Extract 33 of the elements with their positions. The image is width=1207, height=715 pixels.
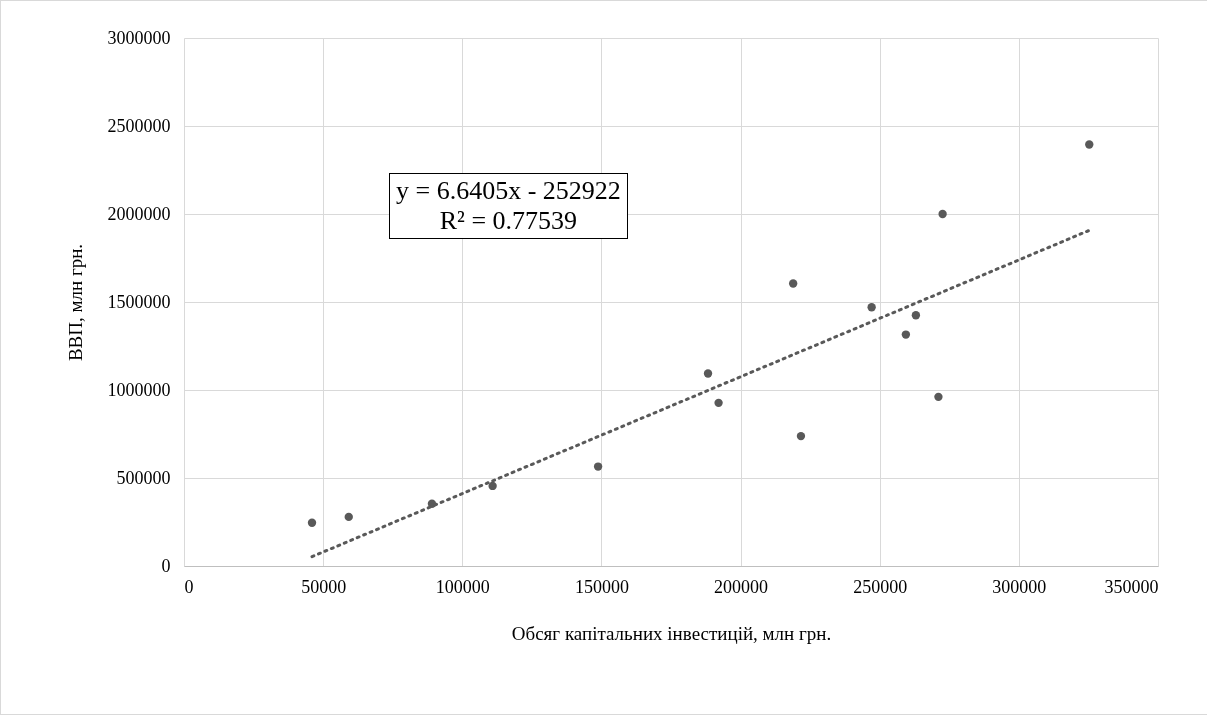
y-tick-label: 3000000 — [107, 27, 171, 48]
y-tick-label: 500000 — [116, 467, 171, 488]
y-axis-title: ВВП, млн грн. — [64, 243, 86, 362]
y-tick-label: 1000000 — [107, 379, 171, 400]
point — [938, 209, 947, 219]
point — [911, 311, 921, 320]
x-tick-label: 250000 — [853, 576, 908, 597]
point — [934, 392, 943, 402]
x-tick-label: 0 — [184, 576, 194, 597]
x-tick-label: 350000 — [1104, 576, 1159, 597]
point — [307, 518, 317, 527]
point — [714, 398, 723, 408]
y-tick-label: 0 — [161, 555, 171, 576]
x-axis-title: Обсяг капітальних інвестицій, млн грн. — [511, 622, 832, 644]
point — [593, 462, 603, 471]
point — [867, 303, 876, 312]
point — [488, 481, 497, 491]
point — [796, 431, 806, 441]
y-tick-label: 2000000 — [107, 203, 171, 224]
annotation: y = 6.6405x - 252922 — [396, 176, 621, 206]
x-tick-label: 50000 — [301, 576, 347, 597]
point — [344, 512, 353, 522]
point — [901, 330, 911, 339]
point — [703, 369, 713, 378]
point — [1085, 140, 1094, 149]
x-tick-label: 100000 — [435, 576, 490, 597]
y-tick-label: 1500000 — [107, 291, 171, 312]
y-tick-label: 2500000 — [107, 115, 171, 136]
point — [788, 279, 798, 288]
annotation: R² = 0.77539 — [438, 206, 579, 236]
x-tick-label: 300000 — [992, 576, 1047, 597]
x-tick-label: 150000 — [574, 576, 629, 597]
x-tick-label: 200000 — [714, 576, 769, 597]
